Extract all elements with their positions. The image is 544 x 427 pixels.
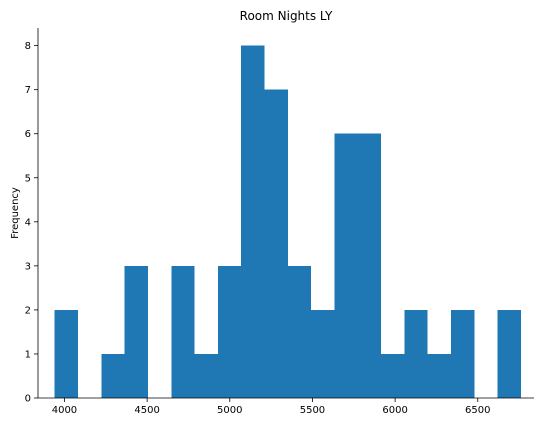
histogram-bar (217, 265, 242, 398)
histogram-bar (101, 353, 125, 398)
histogram-bar (404, 309, 428, 398)
x-tick-label: 4000 (52, 405, 77, 416)
bars-group (54, 45, 521, 399)
y-tick-label: 2 (25, 305, 31, 316)
x-tick-label: 5000 (217, 405, 242, 416)
x-tick-label: 5500 (300, 405, 325, 416)
histogram-bar (124, 265, 148, 398)
histogram-bar (451, 309, 475, 398)
histogram-bar (194, 353, 218, 398)
chart-title: Room Nights LY (240, 9, 333, 23)
histogram-bar (357, 133, 382, 398)
x-tick-label: 6500 (465, 405, 490, 416)
y-tick-label: 3 (25, 261, 31, 272)
histogram-bar (334, 133, 358, 398)
x-tick-label: 6000 (382, 405, 407, 416)
histogram-bar (311, 309, 335, 398)
y-tick-label: 1 (25, 349, 31, 360)
histogram-bar (497, 309, 521, 398)
histogram-bar (171, 265, 195, 398)
histogram-bar (264, 89, 288, 399)
histogram-bar (241, 45, 265, 398)
x-axis: 4000 4500 5000 5500 6000 6500 (38, 397, 534, 416)
histogram-bar (381, 353, 405, 398)
histogram-bar (427, 353, 452, 398)
x-tick-label: 4500 (134, 405, 159, 416)
y-axis-label: Frequency (10, 187, 21, 239)
histogram-bar (54, 309, 79, 398)
y-tick-label: 5 (25, 173, 31, 184)
y-tick-label: 7 (25, 85, 31, 96)
y-tick-label: 6 (25, 129, 31, 140)
y-tick-label: 0 (25, 394, 31, 405)
y-tick-label: 4 (25, 217, 31, 228)
y-tick-label: 8 (25, 41, 31, 52)
y-axis: 0 1 2 3 4 5 6 7 8 (25, 28, 39, 405)
histogram-bar (287, 265, 312, 398)
